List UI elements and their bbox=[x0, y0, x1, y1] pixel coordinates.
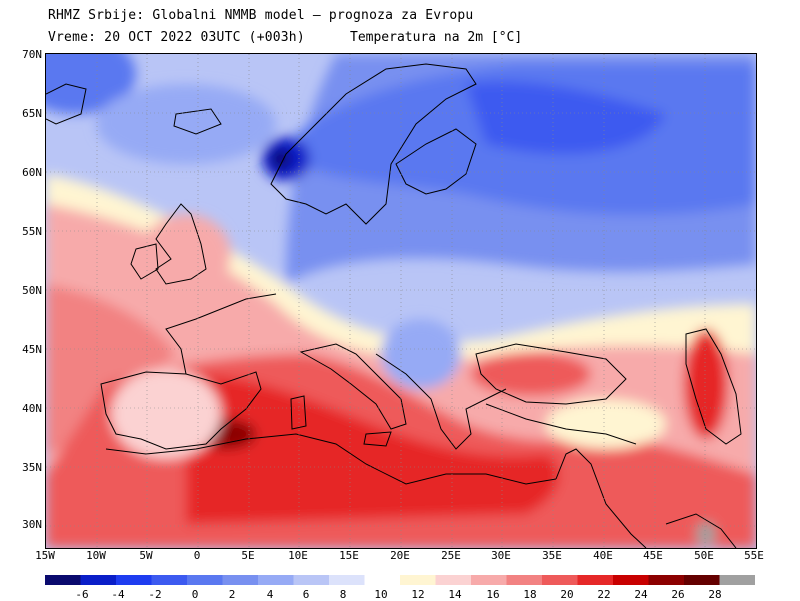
lon-label: 55E bbox=[744, 549, 764, 562]
lat-label: 45N bbox=[22, 343, 42, 356]
colorbar-label: 10 bbox=[374, 588, 388, 601]
gulf-coast bbox=[665, 513, 737, 548]
colorbar-label: 6 bbox=[302, 588, 310, 601]
iberia-coast bbox=[100, 371, 262, 450]
colorbar-label: 4 bbox=[266, 588, 274, 601]
ireland-coast bbox=[130, 243, 159, 280]
colorbar-swatch bbox=[364, 575, 401, 585]
colorbar-label: 24 bbox=[634, 588, 648, 601]
colorbar-label: -4 bbox=[111, 588, 125, 601]
colorbar-label: 8 bbox=[339, 588, 347, 601]
italy-coast bbox=[299, 343, 407, 430]
colorbar-swatch bbox=[45, 575, 81, 585]
colorbar-label: -6 bbox=[75, 588, 89, 601]
colorbar-label: 12 bbox=[411, 588, 425, 601]
colorbar-swatch bbox=[258, 575, 294, 585]
colorbar-label: 26 bbox=[671, 588, 685, 601]
black-sea-coast bbox=[475, 343, 627, 405]
levant-coast bbox=[555, 448, 647, 548]
balkans-coast bbox=[375, 353, 507, 450]
colorbar-swatch bbox=[577, 575, 614, 585]
colorbar-swatch bbox=[116, 575, 152, 585]
colorbar bbox=[45, 575, 755, 585]
colorbar-label: 0 bbox=[191, 588, 199, 601]
scandinavia-coast bbox=[270, 63, 477, 225]
lon-label: 0 bbox=[193, 549, 201, 562]
sicily-coast bbox=[363, 431, 392, 447]
lat-label: 30N bbox=[22, 518, 42, 531]
greenland-coast bbox=[46, 83, 87, 125]
lon-label: 15E bbox=[339, 549, 359, 562]
colorbar-swatch bbox=[613, 575, 649, 585]
north-africa-coast bbox=[105, 433, 557, 485]
turkey-coast bbox=[485, 403, 637, 445]
lon-label: 5E bbox=[241, 549, 255, 562]
colorbar-swatch bbox=[471, 575, 507, 585]
lon-label: 15W bbox=[35, 549, 55, 562]
colorbar-swatch bbox=[293, 575, 330, 585]
iceland-coast bbox=[173, 108, 222, 135]
colorbar-swatch bbox=[435, 575, 472, 585]
colorbar-label: 22 bbox=[597, 588, 611, 601]
lat-label: 55N bbox=[22, 225, 42, 238]
colorbar-swatch bbox=[151, 575, 188, 585]
valid-time-label: Vreme: 20 OCT 2022 03UTC (+003h) bbox=[48, 30, 305, 45]
map-canvas bbox=[46, 54, 756, 548]
colorbar-swatch bbox=[400, 575, 436, 585]
variable-label: Temperatura na 2m [°C] bbox=[350, 30, 523, 45]
colorbar-swatch bbox=[719, 575, 755, 585]
colorbar-label: -2 bbox=[148, 588, 162, 601]
lon-label: 10W bbox=[86, 549, 106, 562]
colorbar-label: 18 bbox=[523, 588, 537, 601]
lat-label: 65N bbox=[22, 107, 42, 120]
colorbar-swatch bbox=[222, 575, 259, 585]
lon-label: 30E bbox=[491, 549, 511, 562]
lat-label: 60N bbox=[22, 166, 42, 179]
lon-label: 25E bbox=[441, 549, 461, 562]
sardinia-coast bbox=[290, 395, 307, 430]
colorbar-swatch bbox=[506, 575, 543, 585]
colorbar-swatch bbox=[542, 575, 578, 585]
colorbar-swatch bbox=[187, 575, 223, 585]
colorbar-swatch bbox=[80, 575, 117, 585]
lon-label: 20E bbox=[390, 549, 410, 562]
lon-label: 50E bbox=[694, 549, 714, 562]
lat-label: 35N bbox=[22, 461, 42, 474]
lon-label: 35E bbox=[542, 549, 562, 562]
coastlines bbox=[46, 63, 742, 548]
colorbar-label: 14 bbox=[448, 588, 462, 601]
map-title: RHMZ Srbije: Globalni NMMB model – progn… bbox=[48, 8, 474, 23]
lon-label: 5W bbox=[139, 549, 153, 562]
lon-label: 10E bbox=[288, 549, 308, 562]
caspian-coast bbox=[685, 328, 742, 445]
lat-label: 50N bbox=[22, 284, 42, 297]
colorbar-label: 28 bbox=[708, 588, 722, 601]
temperature-map bbox=[45, 53, 757, 549]
finland-coast bbox=[395, 128, 477, 195]
lon-label: 45E bbox=[643, 549, 663, 562]
colorbar-swatch bbox=[684, 575, 720, 585]
lat-label: 40N bbox=[22, 402, 42, 415]
france-coast bbox=[165, 293, 277, 375]
colorbar-label: 20 bbox=[560, 588, 574, 601]
britain-coast bbox=[155, 203, 207, 285]
lon-label: 40E bbox=[593, 549, 613, 562]
lat-label: 70N bbox=[22, 48, 42, 61]
colorbar-label: 2 bbox=[228, 588, 236, 601]
temperature-field bbox=[46, 54, 756, 548]
colorbar-swatch bbox=[648, 575, 685, 585]
colorbar-swatch bbox=[329, 575, 365, 585]
colorbar-label: 16 bbox=[486, 588, 500, 601]
